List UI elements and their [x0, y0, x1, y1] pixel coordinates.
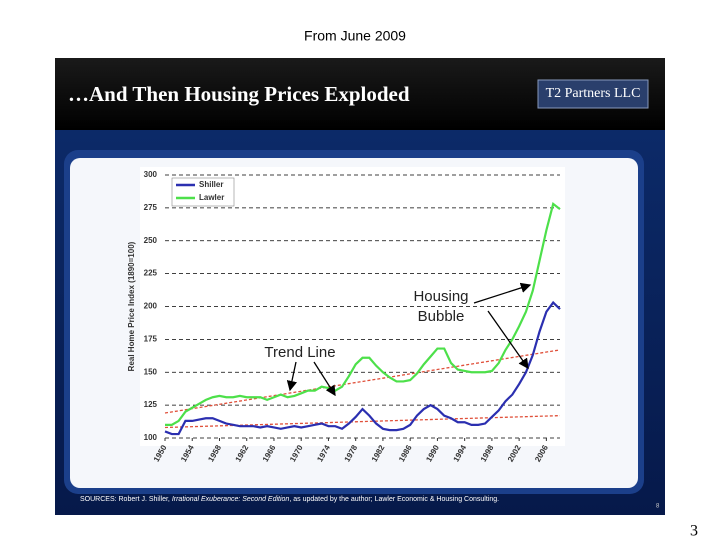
- y-tick-label: 300: [144, 170, 158, 179]
- caption: From June 2009: [304, 28, 406, 44]
- arrows: [286, 282, 532, 397]
- legend-box: [171, 177, 235, 207]
- y-tick-label: 150: [144, 367, 158, 376]
- sources-text: , as updated by the author; Lawler Econo…: [289, 496, 499, 503]
- annotation: Housing: [413, 288, 468, 305]
- arrow: [473, 282, 532, 304]
- logo-box: [537, 79, 649, 109]
- logo: T2 Partners LLC: [546, 86, 641, 101]
- y-tick-label: 275: [144, 203, 158, 212]
- page-number: 3: [690, 523, 698, 540]
- legend-label: Shiller: [199, 180, 223, 189]
- y-tick-label: 100: [144, 433, 158, 442]
- y-axis-label: Real Home Price Index (1890=100): [127, 241, 136, 371]
- sources: SOURCES: Robert J. Shiller, Irrational E…: [80, 496, 499, 503]
- slide-title: …And Then Housing Prices Exploded: [68, 82, 410, 106]
- y-tick-label: 250: [144, 236, 158, 245]
- y-tick-label: 225: [144, 269, 158, 278]
- annotation: Bubble: [418, 308, 465, 325]
- sources-text: SOURCES: Robert J. Shiller,: [80, 496, 172, 503]
- legend-label: Lawler: [199, 193, 224, 202]
- arrow: [487, 310, 529, 370]
- y-tick-label: 125: [144, 400, 158, 409]
- annotation: Trend Line: [264, 344, 335, 361]
- y-tick-label: 175: [144, 334, 158, 343]
- y-tick-label: 200: [144, 302, 158, 311]
- trend-line: [164, 349, 561, 414]
- sources-text: Irrational Exuberance: Second Edition: [172, 496, 290, 503]
- slide-number: 8: [656, 504, 660, 510]
- arrow: [313, 361, 336, 397]
- series-line: [164, 300, 561, 436]
- series-line: [165, 202, 561, 426]
- arrow: [286, 361, 297, 392]
